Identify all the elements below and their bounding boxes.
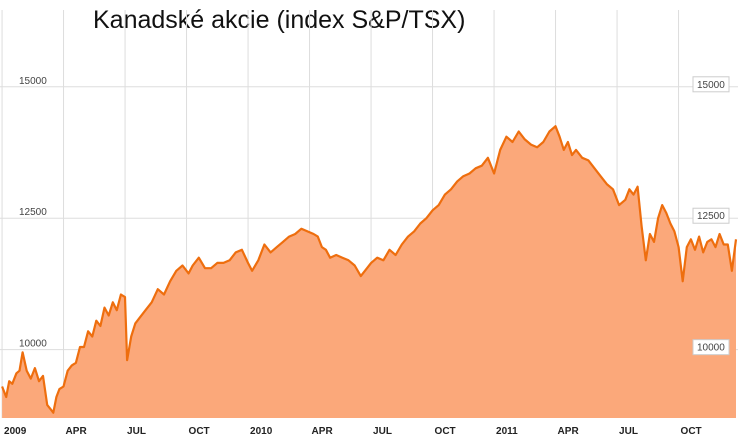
x-tick-label: JUL [373,426,392,437]
x-tick-label: 2010 [250,426,273,437]
y-tick-label-left: 12500 [19,207,47,218]
x-tick-label: OCT [189,426,210,437]
x-tick-label: OCT [435,426,456,437]
chart-title: Kanadské akcie (index S&P/TSX) [93,6,466,34]
y-tick-label-right: 10000 [697,343,725,354]
y-tick-label-box [692,339,730,356]
line-layer [1,125,738,414]
y-tick-label-box [692,207,730,224]
series-area [2,126,737,418]
y-tick-label-right: 12500 [697,211,725,222]
x-tick-label: 2009 [4,426,27,437]
x-tick-label: 2011 [496,426,518,437]
x-tick-label: OCT [681,426,702,437]
y-tick-labels: 10000 10000 12500 12500 15000 15000 [19,76,730,356]
x-tick-label: APR [66,426,88,437]
area-layer [2,126,737,418]
x-tick-label: APR [558,426,580,437]
x-tick-labels: 2009 APR JUL OCT 2010 APR JUL OCT 2011 APR JUL OCT [4,426,702,437]
series-line [1,125,738,414]
x-tick-label: APR [312,426,334,437]
x-tick-label: JUL [127,426,146,437]
x-tick-label: JUL [619,426,638,437]
y-tick-label-left: 15000 [19,76,47,87]
y-tick-label-box [692,76,730,93]
y-tick-label-right: 15000 [697,80,725,91]
y-tick-label-left: 10000 [19,339,47,350]
